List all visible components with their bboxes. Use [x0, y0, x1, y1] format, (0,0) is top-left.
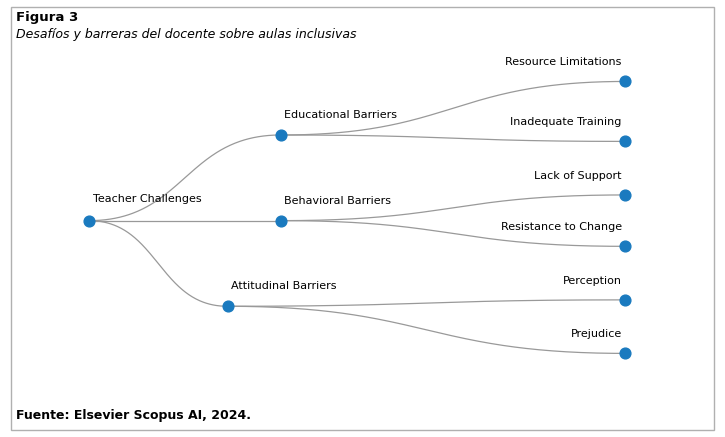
- Point: [620, 243, 631, 250]
- Point: [275, 217, 286, 224]
- Text: Fuente: Elsevier Scopus AI, 2024.: Fuente: Elsevier Scopus AI, 2024.: [16, 409, 251, 422]
- Point: [620, 78, 631, 85]
- Text: Teacher Challenges: Teacher Challenges: [93, 194, 201, 205]
- Text: Desafíos y barreras del docente sobre aulas inclusivas: Desafíos y barreras del docente sobre au…: [16, 28, 356, 41]
- Text: Figura 3: Figura 3: [16, 11, 78, 24]
- Text: Behavioral Barriers: Behavioral Barriers: [284, 196, 392, 206]
- Text: Attitudinal Barriers: Attitudinal Barriers: [231, 281, 336, 291]
- Text: Resistance to Change: Resistance to Change: [501, 222, 622, 232]
- Point: [275, 132, 286, 139]
- Text: Resource Limitations: Resource Limitations: [505, 57, 622, 67]
- Point: [620, 191, 631, 198]
- Point: [222, 303, 233, 310]
- Point: [620, 296, 631, 303]
- Point: [83, 217, 95, 224]
- Text: Perception: Perception: [563, 276, 622, 286]
- Text: Prejudice: Prejudice: [571, 329, 622, 339]
- Text: Educational Barriers: Educational Barriers: [284, 110, 397, 120]
- Text: Lack of Support: Lack of Support: [534, 171, 622, 181]
- Point: [620, 138, 631, 145]
- Text: Inadequate Training: Inadequate Training: [510, 117, 622, 127]
- Point: [620, 350, 631, 357]
